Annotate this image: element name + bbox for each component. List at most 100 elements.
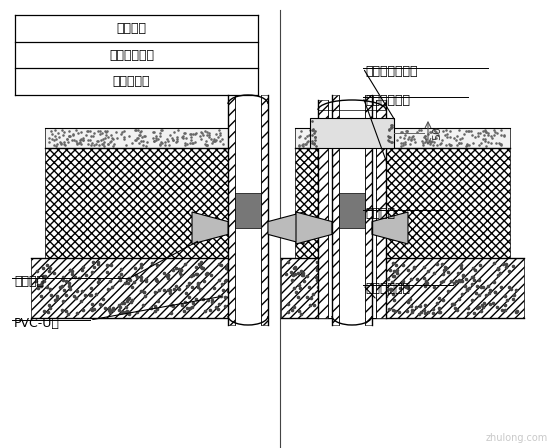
Point bbox=[56, 284, 65, 291]
Point bbox=[68, 137, 77, 144]
Point bbox=[490, 289, 499, 296]
Point bbox=[314, 134, 323, 142]
Point bbox=[147, 260, 156, 267]
Point bbox=[99, 142, 108, 149]
Point bbox=[231, 310, 240, 317]
Point bbox=[184, 280, 193, 287]
Point bbox=[172, 136, 181, 143]
Point bbox=[379, 133, 388, 140]
Point bbox=[221, 265, 230, 272]
Point bbox=[441, 132, 450, 139]
Point bbox=[412, 275, 421, 282]
Point bbox=[402, 128, 411, 135]
Point bbox=[87, 306, 96, 314]
Point bbox=[151, 134, 160, 142]
Point bbox=[98, 296, 107, 303]
Point bbox=[446, 142, 455, 149]
Bar bbox=[235, 193, 261, 228]
Point bbox=[474, 141, 483, 148]
Point bbox=[58, 273, 67, 280]
Point bbox=[449, 301, 458, 308]
Point bbox=[409, 263, 418, 271]
Point bbox=[362, 128, 371, 135]
Point bbox=[308, 140, 317, 147]
Point bbox=[407, 276, 416, 283]
Point bbox=[198, 264, 207, 271]
Point bbox=[186, 273, 195, 280]
Point bbox=[390, 308, 399, 315]
Point bbox=[347, 128, 356, 135]
Point bbox=[385, 138, 394, 145]
Point bbox=[53, 292, 62, 299]
Point bbox=[455, 136, 464, 143]
Point bbox=[79, 263, 88, 270]
Point bbox=[122, 304, 130, 311]
Bar bbox=[228, 95, 235, 325]
Point bbox=[403, 135, 412, 142]
Point bbox=[332, 135, 341, 142]
Point bbox=[152, 261, 161, 268]
Point bbox=[97, 137, 106, 144]
Point bbox=[492, 129, 501, 137]
Point bbox=[468, 131, 477, 138]
Point bbox=[455, 277, 464, 284]
Point bbox=[78, 267, 87, 274]
Point bbox=[101, 134, 110, 141]
Point bbox=[335, 131, 344, 138]
Point bbox=[137, 137, 146, 144]
Point bbox=[409, 264, 418, 271]
Point bbox=[222, 261, 231, 268]
Point bbox=[335, 141, 344, 148]
Point bbox=[297, 267, 306, 274]
Point bbox=[217, 261, 226, 268]
Text: zhulong.com: zhulong.com bbox=[486, 433, 548, 443]
Point bbox=[61, 278, 70, 285]
Point bbox=[180, 299, 189, 306]
Point bbox=[497, 284, 506, 291]
Point bbox=[311, 128, 320, 135]
Text: 止水翼环: 止水翼环 bbox=[14, 275, 44, 288]
Point bbox=[352, 129, 361, 137]
Point bbox=[60, 139, 69, 146]
Point bbox=[180, 139, 189, 146]
Point bbox=[423, 308, 432, 315]
Point bbox=[308, 131, 317, 138]
Point bbox=[176, 272, 185, 279]
Point bbox=[389, 290, 398, 297]
Point bbox=[358, 278, 367, 285]
Point bbox=[66, 266, 74, 273]
Point bbox=[308, 138, 317, 145]
Point bbox=[468, 264, 477, 271]
Point bbox=[44, 308, 53, 315]
Point bbox=[150, 302, 159, 309]
Point bbox=[152, 132, 161, 139]
Point bbox=[176, 267, 185, 274]
Point bbox=[346, 273, 354, 280]
Point bbox=[471, 134, 480, 141]
Point bbox=[330, 136, 339, 143]
Point bbox=[53, 140, 62, 147]
Point bbox=[362, 131, 371, 138]
Point bbox=[391, 261, 400, 268]
Point bbox=[79, 134, 88, 142]
Point bbox=[327, 128, 336, 135]
Point bbox=[200, 141, 209, 148]
Point bbox=[164, 271, 172, 278]
Point bbox=[192, 296, 200, 303]
Point bbox=[438, 137, 447, 144]
Point bbox=[193, 271, 202, 278]
Point bbox=[480, 127, 489, 134]
Bar bbox=[281, 258, 524, 318]
Point bbox=[301, 141, 310, 148]
Point bbox=[463, 304, 472, 311]
Point bbox=[156, 127, 165, 134]
Point bbox=[309, 127, 318, 134]
Point bbox=[314, 284, 323, 291]
Point bbox=[396, 142, 405, 149]
Point bbox=[298, 270, 307, 277]
Point bbox=[199, 131, 208, 138]
Point bbox=[358, 137, 367, 144]
Point bbox=[344, 309, 353, 316]
Point bbox=[123, 276, 132, 283]
Point bbox=[409, 135, 418, 142]
